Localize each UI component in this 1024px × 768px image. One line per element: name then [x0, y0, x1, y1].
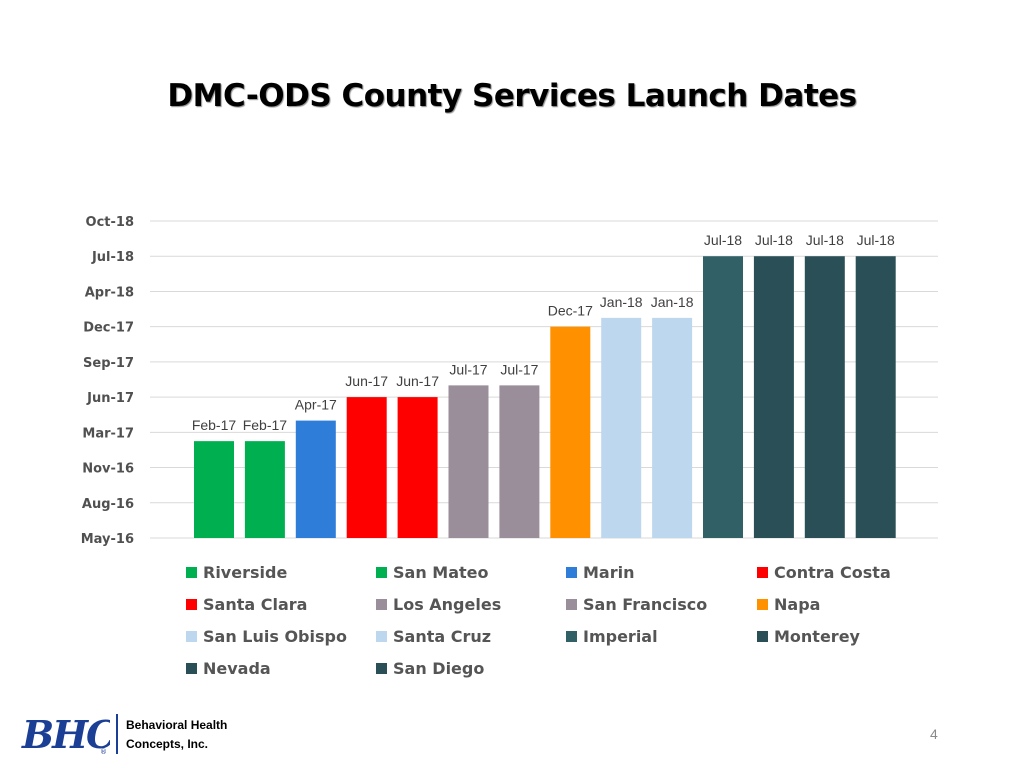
data-label: Dec-17 — [548, 303, 593, 319]
legend-item: San Luis Obispo — [186, 626, 347, 646]
legend-swatch — [376, 598, 387, 610]
y-tick-label: Jun-17 — [86, 391, 134, 406]
y-tick-label: Aug-16 — [82, 497, 134, 512]
legend-label: Los Angeles — [393, 594, 502, 614]
legend-item: San Mateo — [376, 562, 489, 582]
legend-label: San Mateo — [393, 562, 489, 582]
bar-san-francisco — [499, 385, 540, 538]
bar-monterey — [753, 256, 794, 538]
y-axis-ticks: May-16 Aug-16 Nov-16 Mar-17 Jun-17 Sep-17 Dec-… — [81, 215, 134, 547]
data-label: Jan-18 — [600, 294, 643, 310]
legend-swatch — [566, 630, 577, 642]
data-label: Jul-18 — [704, 232, 742, 248]
y-tick-label: Sep-17 — [83, 356, 134, 371]
y-tick-label: Dec-17 — [83, 321, 134, 336]
legend-label: San Francisco — [583, 594, 708, 614]
bar-marin — [295, 420, 336, 538]
y-tick-label: Oct-18 — [86, 215, 134, 230]
data-label: Jul-18 — [857, 232, 895, 248]
page-number: 4 — [930, 726, 938, 742]
legend-label: Nevada — [203, 658, 271, 678]
company-name-line1: Behavioral Health — [126, 718, 228, 732]
legend-item: Monterey — [757, 626, 860, 646]
legend-item: Nevada — [186, 658, 271, 678]
footer-divider — [116, 714, 118, 754]
legend-swatch — [186, 566, 197, 578]
legend-item: Imperial — [566, 626, 658, 646]
legend-swatch — [376, 662, 387, 674]
bar-san-diego — [855, 256, 896, 538]
data-label: Jan-18 — [651, 294, 694, 310]
legend-swatch — [186, 662, 197, 674]
y-tick-label: Apr-18 — [85, 285, 134, 300]
legend-label: Santa Cruz — [393, 626, 492, 646]
legend-label: Monterey — [774, 626, 860, 646]
bar-riverside — [194, 441, 234, 538]
svg-text:®: ® — [100, 748, 107, 756]
legend-item: San Diego — [376, 658, 484, 678]
legend-item: Los Angeles — [376, 594, 501, 614]
y-tick-label: May-16 — [81, 532, 134, 547]
data-label: Jul-17 — [449, 361, 487, 377]
legend-label: Contra Costa — [774, 562, 891, 582]
legend-item: San Francisco — [566, 594, 707, 614]
svg-text:BHC: BHC — [21, 712, 110, 756]
y-tick-label: Mar-17 — [82, 426, 134, 441]
data-label: Jul-18 — [806, 232, 844, 248]
bar-san-luis-obispo — [601, 317, 642, 538]
bar-santa-cruz — [652, 317, 693, 538]
data-label: Apr-17 — [295, 397, 337, 413]
data-label: Feb-17 — [192, 417, 237, 433]
legend-swatch — [566, 598, 577, 610]
bar-san-mateo — [244, 441, 285, 538]
legend-swatch — [376, 630, 387, 642]
bar-napa — [550, 326, 591, 538]
legend-swatch — [566, 566, 577, 578]
data-label: Feb-17 — [243, 417, 288, 433]
bar-nevada — [804, 256, 845, 538]
data-label: Jun-17 — [396, 373, 439, 389]
company-name-line2: Concepts, Inc. — [126, 737, 209, 751]
bar-santa-clara — [397, 397, 438, 538]
legend-label: Napa — [774, 594, 821, 614]
data-label: Jul-17 — [500, 361, 538, 377]
bar-imperial — [703, 256, 743, 538]
legend-item: Contra Costa — [757, 562, 891, 582]
legend-swatch — [376, 566, 387, 578]
bhc-logo: BHC ® — [21, 712, 110, 756]
y-tick-label: Nov-16 — [82, 462, 134, 477]
legend-swatch — [757, 566, 768, 578]
legend-label: Santa Clara — [203, 594, 308, 614]
legend-swatch — [186, 598, 197, 610]
data-label: Jul-18 — [755, 232, 793, 248]
legend-item: Marin — [566, 562, 634, 582]
y-tick-label: Jul-18 — [91, 250, 134, 265]
bar-chart: May-16 Aug-16 Nov-16 Mar-17 Jun-17 Sep-17 Dec-… — [81, 215, 938, 547]
legend-label: San Diego — [393, 658, 485, 678]
legend-label: Riverside — [203, 562, 288, 582]
bar-los-angeles — [448, 385, 489, 538]
bar-contra-costa — [346, 397, 387, 538]
legend-item: Riverside — [186, 562, 287, 582]
legend-swatch — [186, 630, 197, 642]
legend-label: Marin — [583, 562, 635, 582]
data-labels: Feb-17 Feb-17 Apr-17 Jun-17 Jun-17 Jul-17 Jul-… — [192, 232, 895, 433]
bars — [194, 256, 896, 538]
legend-swatch — [757, 630, 768, 642]
legend-label: San Luis Obispo — [203, 626, 347, 646]
slide-title: DMC-ODS County Services Launch Dates — [167, 78, 857, 114]
legend-item: Santa Cruz — [376, 626, 491, 646]
legend-swatch — [757, 598, 768, 610]
legend-label: Imperial — [583, 626, 658, 646]
data-label: Jun-17 — [345, 373, 388, 389]
legend-item: Santa Clara — [186, 594, 307, 614]
legend-item: Napa — [757, 594, 820, 614]
